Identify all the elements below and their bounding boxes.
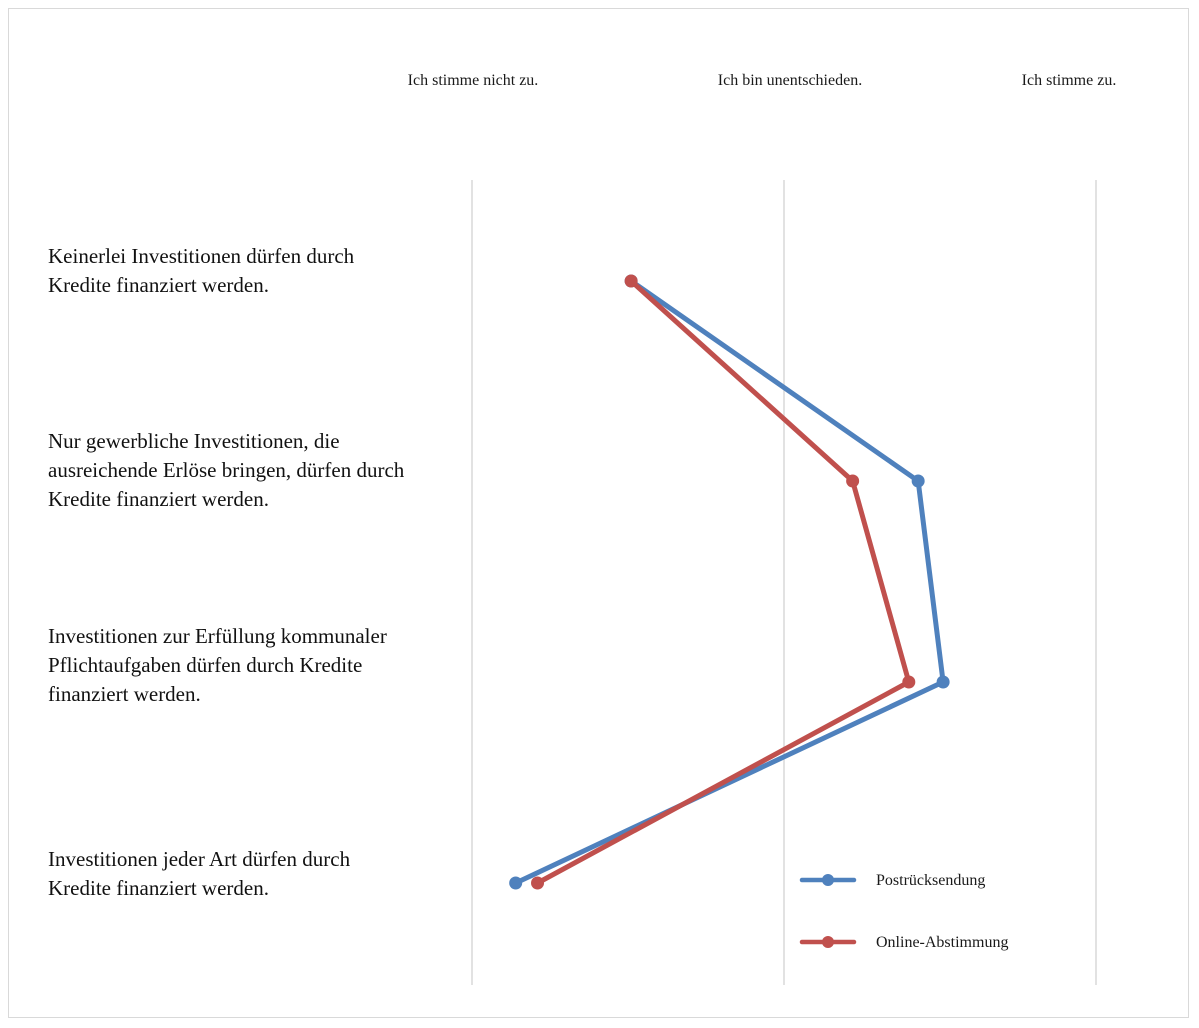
gridlines [471,180,1097,985]
series-line-1 [513,278,946,886]
series-2-point-4 [531,876,545,890]
series-lines [509,274,950,890]
legend-marker-2 [822,936,834,948]
series-2-point-1 [624,274,638,288]
category-label-commercial-investments: Nur gewerbliche Investitionen, die ausre… [48,429,405,511]
category-label-mandatory-tasks: Investitionen zur Erfüllung kommunaler P… [48,624,387,706]
series-2-point-3 [902,675,916,689]
category-label-no-investments: Keinerlei Investitionen dürfen durch Kre… [48,244,355,297]
x-label-undecided: Ich bin unentschieden. [717,72,863,89]
series-2-point-2 [846,474,860,488]
series-1-point-3 [936,675,950,689]
legend-swatches [799,874,857,948]
category-label-all-investments: Investitionen jeder Art dürfen durch Kre… [48,847,351,900]
legend-label-online: Online-Abstimmung [876,934,1009,951]
x-label-disagree: Ich stimme nicht zu. [407,72,539,89]
legend-marker-1 [822,874,834,886]
legend-label-postal: Postrücksendung [876,872,986,889]
series-1-point-2 [911,474,925,488]
series-1-point-4 [509,876,523,890]
series-line-2 [535,278,912,886]
x-label-agree: Ich stimme zu. [1021,72,1117,89]
